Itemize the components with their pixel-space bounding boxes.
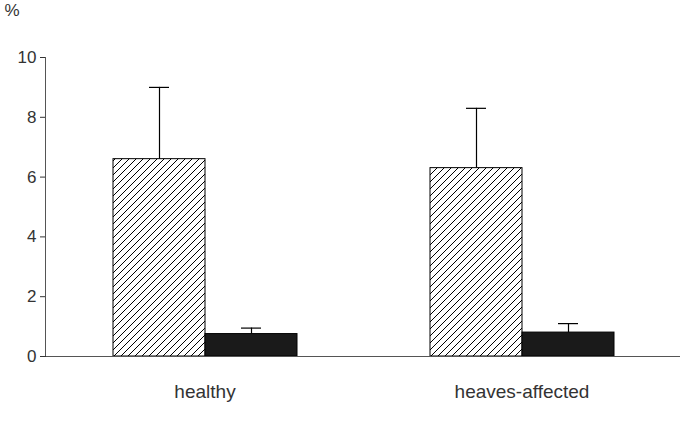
svg-text:6: 6 — [27, 168, 36, 187]
svg-text:0: 0 — [27, 347, 36, 366]
svg-text:4: 4 — [27, 227, 36, 246]
svg-text:10: 10 — [18, 48, 37, 67]
svg-text:%: % — [5, 1, 20, 20]
svg-text:2: 2 — [27, 287, 36, 306]
svg-text:healthy: healthy — [174, 381, 236, 402]
svg-text:heaves-affected: heaves-affected — [455, 381, 590, 402]
svg-text:8: 8 — [27, 108, 36, 127]
